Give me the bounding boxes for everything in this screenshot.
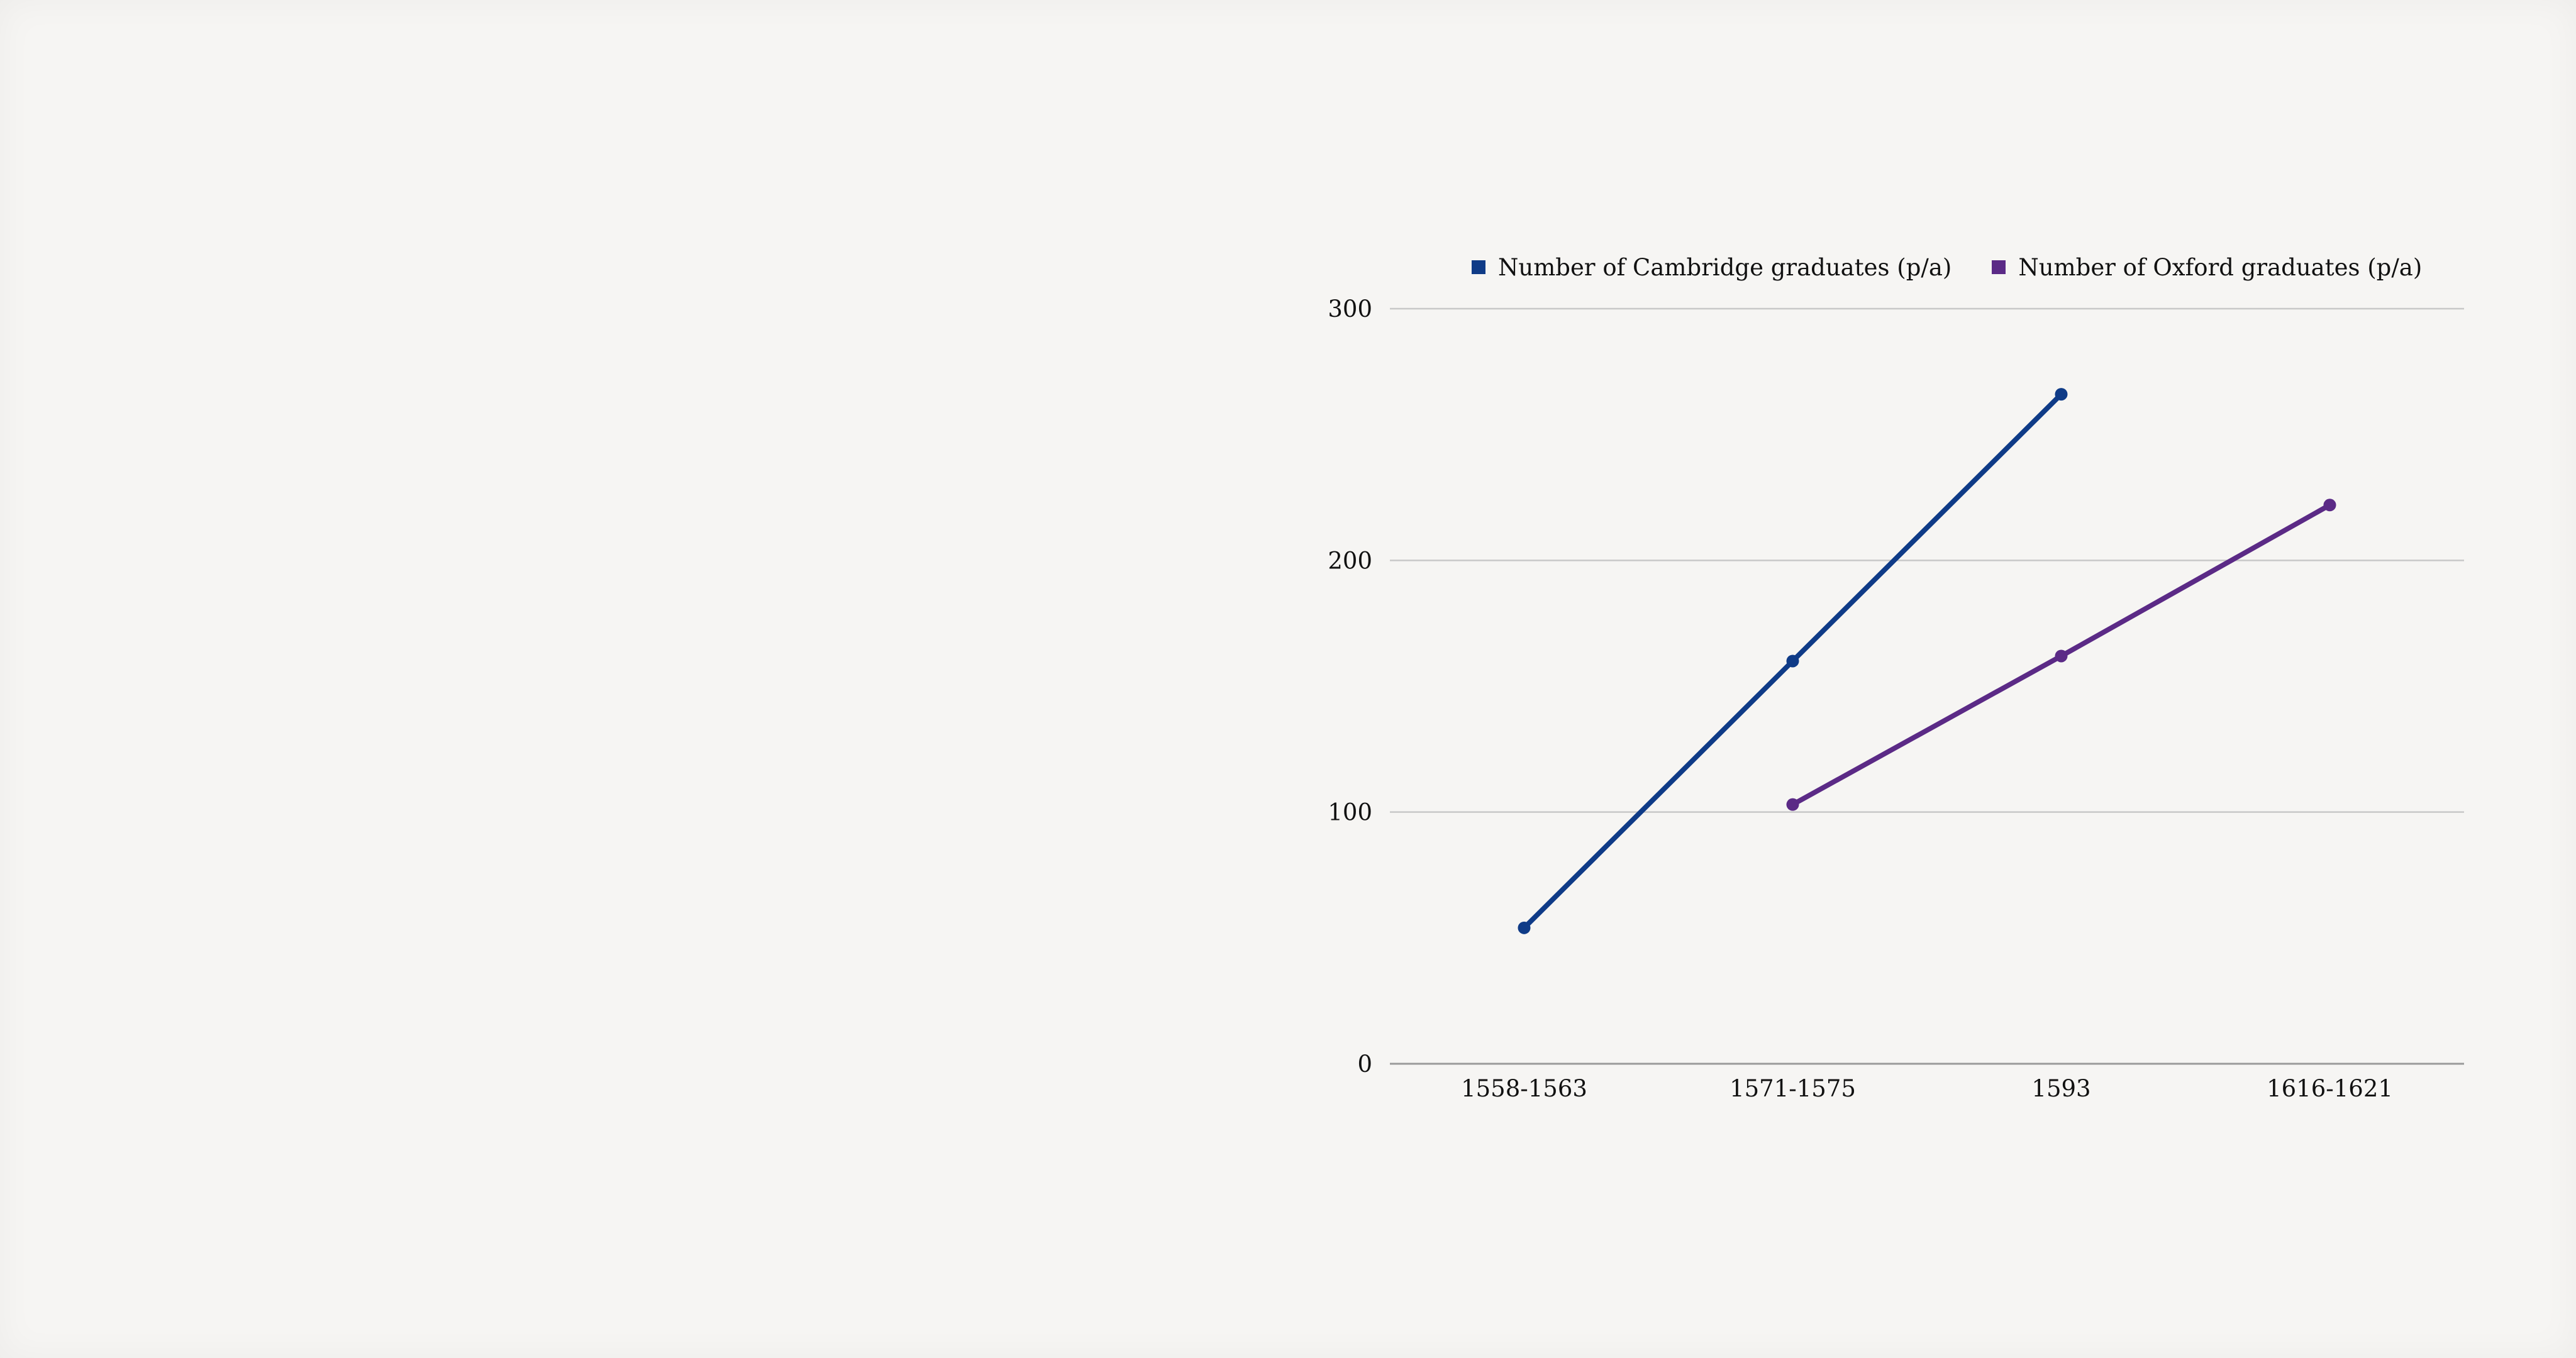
legend-swatch-oxford bbox=[1992, 260, 2006, 274]
y-tick-label: 200 bbox=[1328, 547, 1372, 574]
series-lines bbox=[1518, 388, 2336, 934]
x-tick-label: 1571-1575 bbox=[1729, 1075, 1856, 1102]
y-tick-label: 300 bbox=[1328, 295, 1372, 323]
legend-label-cambridge: Number of Cambridge graduates (p/a) bbox=[1498, 253, 1952, 281]
data-point bbox=[2055, 649, 2068, 663]
x-axis-ticks: 1558-1563 1571-1575 1593 1616-1621 bbox=[1461, 1075, 2393, 1102]
gridlines bbox=[1390, 307, 2464, 813]
y-tick-label: 0 bbox=[1357, 1051, 1372, 1078]
x-tick-label: 1593 bbox=[2031, 1075, 2090, 1102]
legend-swatch-cambridge bbox=[1472, 260, 1485, 274]
x-tick-label: 1616-1621 bbox=[2267, 1075, 2393, 1102]
legend-item-oxford: Number of Oxford graduates (p/a) bbox=[1992, 254, 2422, 281]
data-point bbox=[2055, 388, 2068, 401]
y-axis-ticks: 0 100 200 300 bbox=[1328, 295, 1372, 1078]
data-point bbox=[1786, 654, 1799, 668]
chart-legend: Number of Cambridge graduates (p/a) Numb… bbox=[1472, 251, 2422, 283]
data-point bbox=[1518, 921, 1531, 934]
x-tick-label: 1558-1563 bbox=[1461, 1075, 1587, 1102]
legend-item-cambridge: Number of Cambridge graduates (p/a) bbox=[1472, 254, 1951, 281]
y-tick-label: 100 bbox=[1328, 799, 1372, 826]
data-point bbox=[1786, 798, 1799, 811]
data-point bbox=[2323, 499, 2336, 512]
legend-label-oxford: Number of Oxford graduates (p/a) bbox=[2018, 253, 2423, 281]
